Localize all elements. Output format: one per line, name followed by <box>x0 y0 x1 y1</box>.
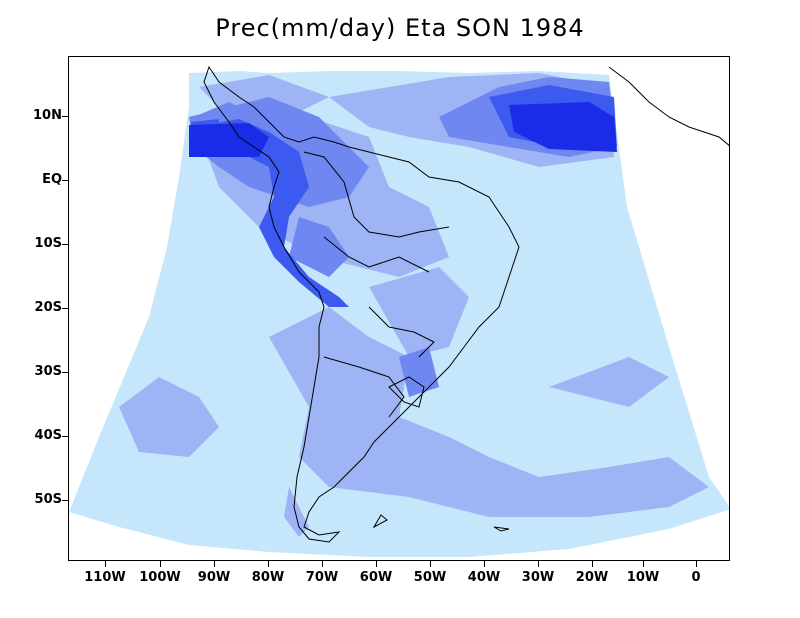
lon-tick <box>214 561 215 567</box>
lat-tick <box>62 308 68 309</box>
lon-tick <box>105 561 106 567</box>
lat-tick <box>62 244 68 245</box>
lon-label-30w: 30W <box>521 570 555 585</box>
lon-tick <box>696 561 697 567</box>
lon-label-50w: 50W <box>413 570 447 585</box>
lat-tick <box>62 436 68 437</box>
lat-tick <box>62 180 68 181</box>
lon-label-40w: 40W <box>467 570 501 585</box>
lat-tick <box>62 372 68 373</box>
plot-title: Prec(mm/day) Eta SON 1984 <box>215 14 585 42</box>
lon-tick <box>430 561 431 567</box>
precip-level-5 <box>189 102 617 157</box>
lon-label-70w: 70W <box>305 570 339 585</box>
lon-tick <box>268 561 269 567</box>
precipitation-map <box>69 65 729 557</box>
lat-label-50s: 50S <box>34 492 62 507</box>
lat-tick <box>62 500 68 501</box>
lon-label-60w: 60W <box>359 570 393 585</box>
lon-tick <box>592 561 593 567</box>
lon-tick <box>538 561 539 567</box>
lon-tick <box>643 561 644 567</box>
lon-label-20w: 20W <box>575 570 609 585</box>
lon-tick <box>322 561 323 567</box>
lat-label-20s: 20S <box>34 300 62 315</box>
lon-tick <box>484 561 485 567</box>
lat-label-eq: EQ <box>42 172 62 187</box>
coastlines <box>203 65 729 543</box>
lat-tick <box>62 116 68 117</box>
map-panel <box>68 56 730 561</box>
lon-label-90w: 90W <box>197 570 231 585</box>
lat-label-30s: 30S <box>34 364 62 379</box>
lon-label-0: 0 <box>691 570 701 585</box>
lon-tick <box>376 561 377 567</box>
lat-label-10n: 10N <box>33 108 62 123</box>
lat-label-10s: 10S <box>34 236 62 251</box>
lon-tick <box>160 561 161 567</box>
lon-label-10w: 10W <box>626 570 660 585</box>
lat-label-40s: 40S <box>34 428 62 443</box>
lon-label-110w: 110W <box>84 570 126 585</box>
lon-label-80w: 80W <box>251 570 285 585</box>
lon-label-100w: 100W <box>139 570 181 585</box>
